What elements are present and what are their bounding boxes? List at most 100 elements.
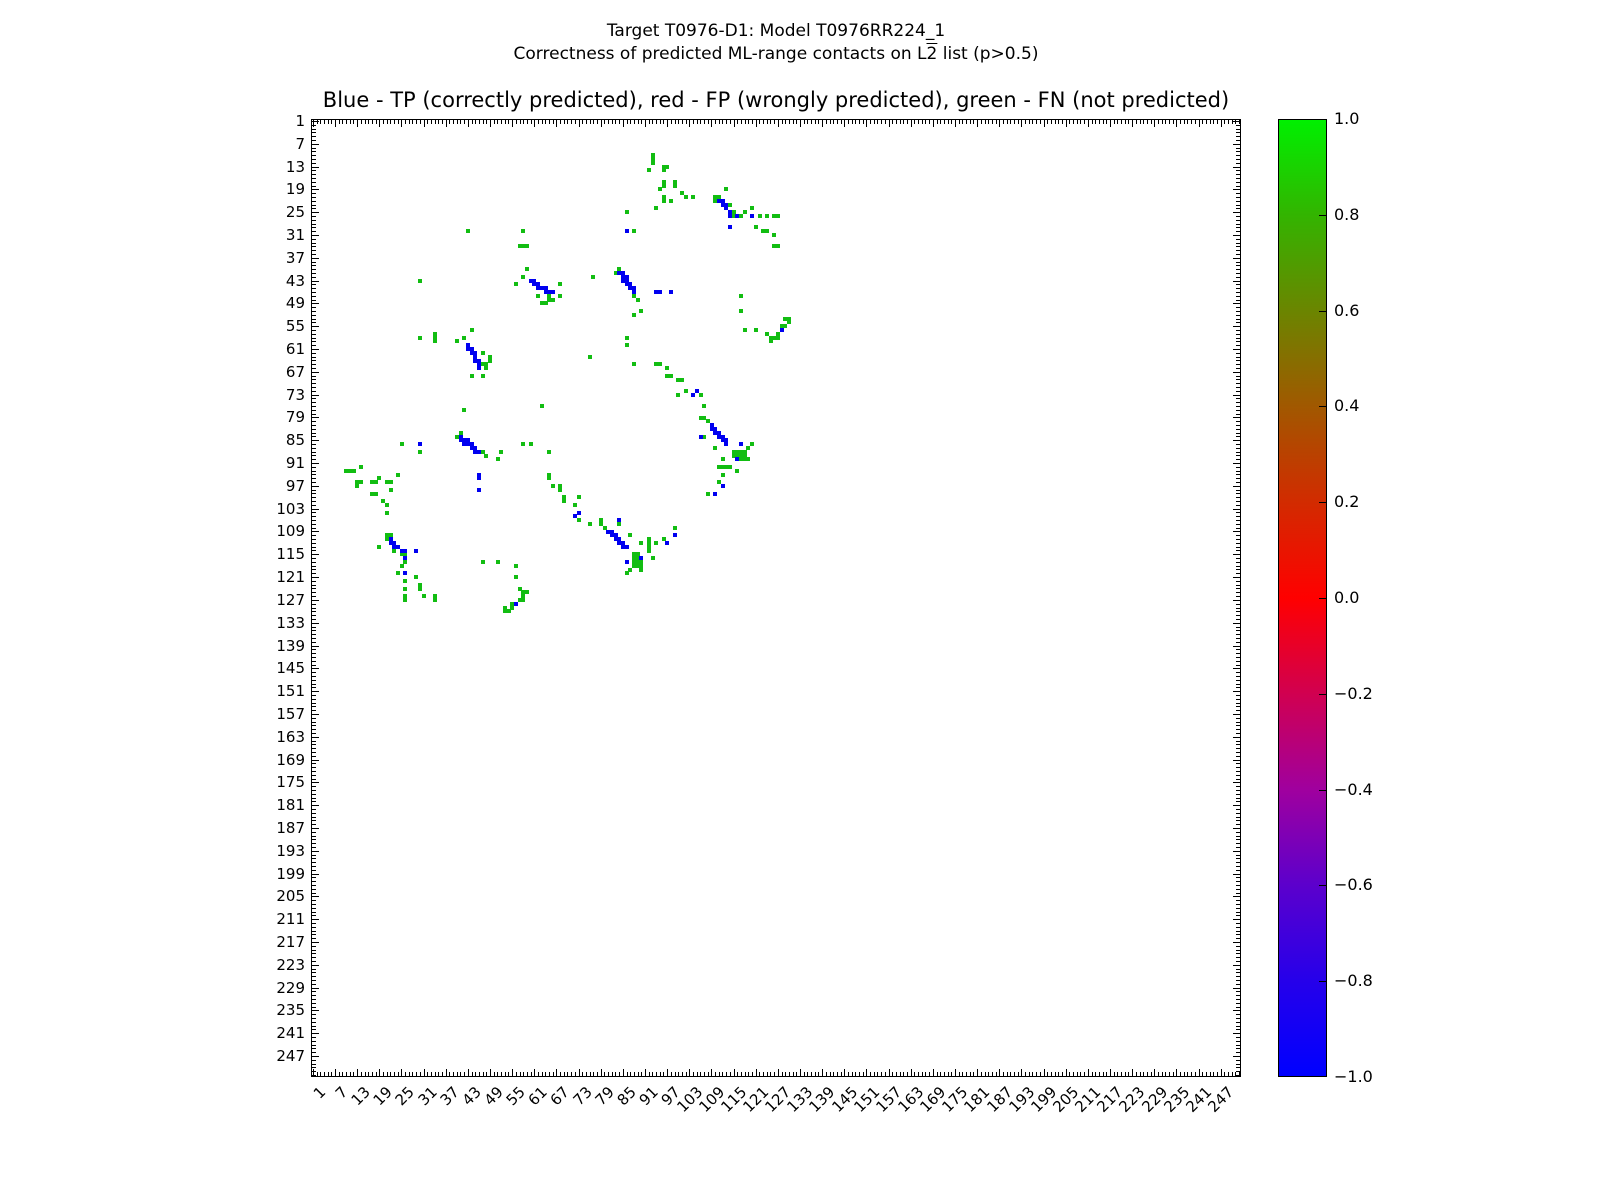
x-minor-tick-top: [1051, 120, 1052, 124]
x-minor-tick: [372, 1072, 373, 1076]
contact-cell-tp: [473, 351, 477, 355]
x-minor-tick: [383, 1072, 384, 1076]
x-minor-tick-top: [331, 120, 332, 124]
y-minor-tick-right: [1236, 125, 1240, 126]
y-minor-tick-right: [1236, 588, 1240, 589]
x-major-tick-top: [424, 120, 425, 127]
y-minor-tick-right: [1236, 379, 1240, 380]
x-major-tick-top: [357, 120, 358, 127]
y-major-tick: [312, 691, 319, 692]
y-tick-label: 175: [276, 773, 305, 791]
x-minor-tick: [1224, 1072, 1225, 1076]
y-minor-tick: [312, 889, 316, 890]
contact-cell-tp: [625, 545, 629, 549]
y-minor-tick: [312, 733, 316, 734]
y-minor-tick: [312, 904, 316, 905]
y-minor-tick: [312, 775, 316, 776]
x-minor-tick-top: [737, 120, 738, 124]
y-minor-tick: [312, 125, 316, 126]
y-minor-tick: [312, 1029, 316, 1030]
y-minor-tick: [312, 581, 316, 582]
x-minor-tick-top: [922, 120, 923, 124]
y-minor-tick-right: [1236, 862, 1240, 863]
contact-cell-fn: [625, 343, 629, 347]
y-minor-tick: [312, 243, 316, 244]
x-minor-tick: [1077, 1072, 1078, 1076]
contact-cell-fn: [724, 465, 728, 469]
y-minor-tick: [312, 820, 316, 821]
x-major-tick: [667, 1069, 668, 1076]
y-major-tick: [312, 189, 319, 190]
y-minor-tick-right: [1236, 824, 1240, 825]
contact-cell-tp: [477, 359, 481, 363]
y-minor-tick-right: [1236, 938, 1240, 939]
contact-cell-fn: [732, 214, 736, 218]
x-minor-tick-top: [390, 120, 391, 124]
x-minor-tick-top: [1235, 120, 1236, 124]
x-minor-tick: [881, 1072, 882, 1076]
x-minor-tick-top: [1103, 120, 1104, 124]
x-minor-tick-top: [483, 120, 484, 124]
x-minor-tick: [1158, 1072, 1159, 1076]
contact-cell-fn: [746, 446, 750, 450]
y-minor-tick-right: [1236, 216, 1240, 217]
y-minor-tick-right: [1236, 672, 1240, 673]
y-minor-tick-right: [1236, 467, 1240, 468]
x-minor-tick: [1169, 1072, 1170, 1076]
y-major-tick-right: [1233, 1010, 1240, 1011]
y-minor-tick: [312, 387, 316, 388]
x-minor-tick: [686, 1072, 687, 1076]
x-minor-tick: [914, 1072, 915, 1076]
x-minor-tick-top: [590, 120, 591, 124]
y-minor-tick: [312, 364, 316, 365]
y-major-tick-right: [1233, 805, 1240, 806]
x-major-tick: [357, 1069, 358, 1076]
y-minor-tick-right: [1236, 360, 1240, 361]
y-minor-tick-right: [1236, 402, 1240, 403]
x-major-tick: [424, 1069, 425, 1076]
x-minor-tick-top: [649, 120, 650, 124]
y-minor-tick: [312, 220, 316, 221]
y-tick-label: 145: [276, 659, 305, 677]
y-minor-tick: [312, 665, 316, 666]
y-minor-tick-right: [1236, 455, 1240, 456]
x-minor-tick-top: [1018, 120, 1019, 124]
x-minor-tick: [516, 1072, 517, 1076]
y-minor-tick-right: [1236, 1060, 1240, 1061]
y-minor-tick-right: [1236, 832, 1240, 833]
y-minor-tick: [312, 649, 316, 650]
x-minor-tick-top: [1095, 120, 1096, 124]
contact-cell-tp: [639, 556, 643, 560]
contact-cell-fn: [518, 598, 522, 602]
contact-cell-tp: [625, 282, 629, 286]
y-minor-tick-right: [1236, 984, 1240, 985]
y-minor-tick: [312, 627, 316, 628]
y-minor-tick-right: [1236, 322, 1240, 323]
y-minor-tick: [312, 843, 316, 844]
x-minor-tick: [697, 1072, 698, 1076]
contact-cell-fn: [662, 180, 666, 184]
y-minor-tick: [312, 539, 316, 540]
contact-cell-fn: [414, 575, 418, 579]
contact-cell-fn: [636, 564, 640, 568]
x-minor-tick-top: [1128, 120, 1129, 124]
contact-cell-fn: [632, 313, 636, 317]
contact-cell-fn: [400, 552, 404, 556]
x-major-tick: [889, 1069, 890, 1076]
x-minor-tick: [719, 1072, 720, 1076]
contact-cell-tp: [477, 488, 481, 492]
x-minor-tick: [627, 1072, 628, 1076]
contact-cell-fn: [724, 187, 728, 191]
y-minor-tick: [312, 288, 316, 289]
contact-cell-fn: [499, 450, 503, 454]
contact-cell-fn: [484, 362, 488, 366]
x-minor-tick-top: [460, 120, 461, 124]
contact-cell-fn: [518, 244, 522, 248]
contact-cell-fn: [632, 564, 636, 568]
y-minor-tick-right: [1236, 798, 1240, 799]
y-minor-tick-right: [1236, 775, 1240, 776]
colorbar-tick-label: 0.0: [1334, 588, 1360, 607]
y-minor-tick: [312, 566, 316, 567]
contact-cell-fn: [422, 594, 426, 598]
